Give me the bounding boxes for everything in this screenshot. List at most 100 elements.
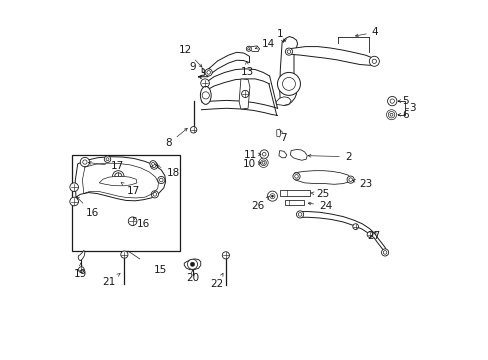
Circle shape: [368, 56, 379, 66]
Circle shape: [150, 162, 158, 169]
Circle shape: [292, 173, 300, 180]
Circle shape: [158, 176, 164, 184]
Bar: [280, 190, 309, 196]
Polygon shape: [247, 46, 259, 51]
Circle shape: [128, 217, 137, 226]
Text: 26: 26: [251, 197, 269, 211]
Circle shape: [82, 160, 87, 164]
Circle shape: [366, 231, 372, 237]
Circle shape: [204, 69, 212, 76]
Circle shape: [151, 162, 154, 165]
Text: 16: 16: [133, 217, 150, 229]
Circle shape: [241, 90, 248, 98]
Circle shape: [247, 48, 249, 50]
Circle shape: [387, 112, 394, 118]
Circle shape: [389, 113, 392, 116]
Circle shape: [282, 77, 295, 90]
Polygon shape: [276, 97, 290, 105]
Polygon shape: [184, 259, 201, 270]
Text: 1: 1: [277, 29, 284, 42]
Text: 20: 20: [186, 270, 199, 283]
Text: 10: 10: [243, 159, 261, 169]
Circle shape: [277, 72, 300, 95]
Circle shape: [70, 197, 78, 206]
Text: 21: 21: [102, 273, 120, 287]
Circle shape: [202, 92, 209, 99]
Text: 9: 9: [189, 62, 201, 78]
Text: 23: 23: [352, 179, 372, 189]
Circle shape: [271, 195, 273, 197]
Polygon shape: [75, 157, 165, 201]
Text: 19: 19: [74, 263, 87, 279]
Text: 3: 3: [408, 103, 414, 113]
Circle shape: [190, 127, 196, 133]
Circle shape: [258, 158, 267, 167]
Text: 7: 7: [280, 130, 286, 143]
Polygon shape: [276, 129, 281, 137]
Circle shape: [383, 251, 386, 254]
Circle shape: [387, 96, 396, 106]
Circle shape: [222, 252, 229, 259]
Text: 11: 11: [244, 150, 261, 160]
Text: 16: 16: [77, 197, 99, 218]
Text: 12: 12: [179, 45, 202, 67]
Circle shape: [298, 213, 301, 216]
Circle shape: [269, 194, 274, 199]
Circle shape: [159, 178, 163, 182]
Circle shape: [112, 171, 124, 182]
Text: 22: 22: [210, 273, 223, 289]
Circle shape: [352, 224, 358, 229]
Circle shape: [348, 178, 352, 181]
Text: 17: 17: [88, 161, 124, 171]
Circle shape: [260, 160, 266, 166]
Text: 13: 13: [241, 62, 254, 77]
Polygon shape: [78, 250, 85, 261]
Polygon shape: [278, 150, 286, 158]
Polygon shape: [279, 37, 297, 105]
Polygon shape: [290, 149, 306, 160]
Text: 18: 18: [156, 165, 179, 178]
Text: 17: 17: [121, 183, 140, 196]
Polygon shape: [99, 176, 137, 186]
Circle shape: [78, 267, 84, 273]
Circle shape: [106, 158, 109, 161]
Circle shape: [371, 59, 376, 63]
Circle shape: [152, 164, 156, 167]
Text: 27: 27: [366, 231, 380, 240]
Circle shape: [294, 175, 298, 178]
Circle shape: [389, 99, 394, 103]
Circle shape: [246, 46, 251, 51]
Circle shape: [386, 110, 396, 120]
Circle shape: [104, 156, 110, 162]
Text: 8: 8: [165, 129, 187, 148]
Text: 14: 14: [255, 40, 274, 49]
Circle shape: [381, 249, 388, 256]
Text: 2: 2: [307, 152, 351, 162]
Text: 15: 15: [153, 265, 166, 275]
Polygon shape: [293, 171, 351, 184]
Circle shape: [151, 191, 158, 198]
Circle shape: [206, 71, 210, 74]
Circle shape: [80, 157, 89, 167]
Circle shape: [201, 79, 209, 87]
Ellipse shape: [200, 86, 211, 104]
Polygon shape: [239, 79, 249, 109]
Bar: [284, 200, 304, 205]
Circle shape: [267, 191, 277, 201]
Circle shape: [187, 259, 197, 269]
Circle shape: [153, 193, 156, 196]
Circle shape: [190, 262, 194, 266]
Bar: [72, 155, 180, 251]
Polygon shape: [286, 46, 376, 65]
Circle shape: [286, 50, 290, 53]
Text: 25: 25: [310, 189, 329, 199]
Circle shape: [149, 161, 156, 167]
Text: 5: 5: [397, 96, 408, 106]
Text: 4: 4: [355, 27, 378, 37]
Circle shape: [115, 173, 122, 180]
Circle shape: [121, 251, 128, 258]
Text: 24: 24: [307, 201, 332, 211]
Circle shape: [346, 176, 353, 183]
Circle shape: [262, 152, 265, 156]
Circle shape: [296, 211, 303, 218]
